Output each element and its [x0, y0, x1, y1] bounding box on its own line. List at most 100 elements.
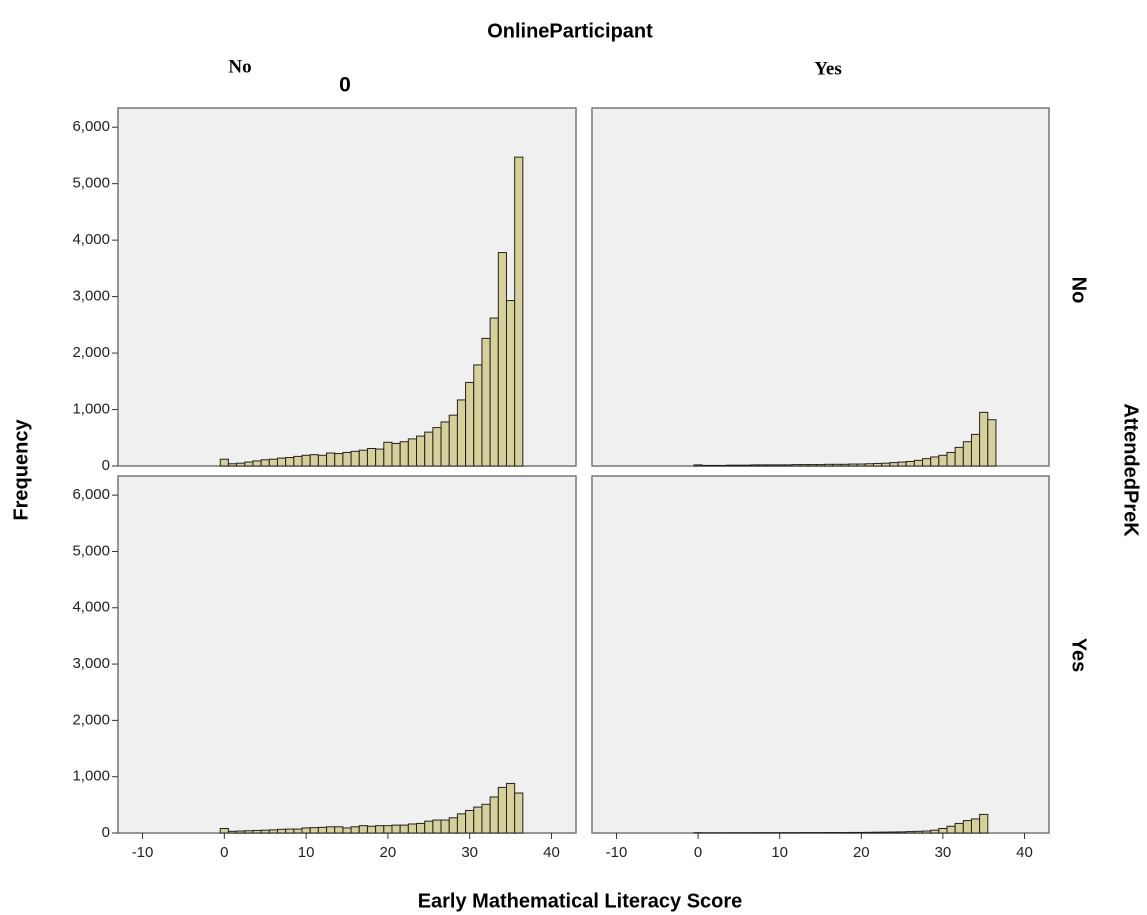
bar — [407, 823, 418, 834]
bar — [219, 458, 229, 467]
bar — [889, 831, 899, 834]
bar — [293, 828, 303, 834]
bar — [742, 464, 752, 467]
bar — [219, 827, 229, 834]
bar — [701, 464, 711, 467]
x-tick-label: 10 — [771, 844, 788, 861]
bar — [293, 455, 303, 467]
bar — [497, 786, 507, 834]
row-label: No — [1068, 277, 1090, 304]
bar — [317, 454, 328, 467]
bar — [317, 826, 328, 834]
bar — [709, 464, 719, 467]
bar — [366, 447, 377, 467]
bar — [954, 822, 964, 834]
bar — [922, 458, 932, 467]
bar — [350, 826, 360, 834]
bar — [734, 464, 744, 467]
y-tick-label: 4,000 — [72, 599, 110, 616]
bar — [407, 438, 418, 467]
bar — [334, 453, 344, 467]
x-tick-label: 40 — [543, 844, 560, 861]
bar — [252, 460, 262, 467]
y-tick-label: 3,000 — [72, 655, 110, 672]
y-tick-label: 0 — [102, 824, 110, 841]
bar — [913, 459, 924, 467]
bar — [301, 827, 311, 834]
bar — [465, 381, 475, 467]
bar — [391, 442, 401, 467]
bar — [897, 831, 907, 834]
bar — [938, 454, 948, 467]
bar — [358, 825, 368, 834]
bar — [938, 827, 948, 834]
y-tick-label: 5,000 — [72, 542, 110, 559]
bar — [954, 446, 964, 467]
bar — [962, 820, 972, 834]
bar — [424, 820, 434, 834]
bar — [244, 461, 254, 467]
bar — [236, 830, 246, 834]
y-tick-label: 1,000 — [72, 768, 110, 785]
bar — [864, 831, 875, 834]
bar — [440, 421, 450, 467]
column-label: Yes — [814, 58, 841, 79]
bar — [840, 831, 850, 834]
column-value: 0 — [339, 74, 351, 97]
bar — [987, 419, 997, 467]
y-tick-label: 1,000 — [72, 401, 110, 418]
bar — [930, 829, 940, 834]
bar — [783, 464, 793, 467]
bar — [399, 441, 409, 467]
y-tick-label: 6,000 — [72, 118, 110, 135]
bar — [358, 449, 368, 467]
bar — [497, 252, 507, 467]
bar — [481, 337, 491, 467]
bar — [881, 462, 891, 467]
bar — [350, 450, 360, 467]
x-tick-label: 20 — [853, 844, 870, 861]
bar — [383, 825, 393, 834]
y-tick-label: 5,000 — [72, 175, 110, 192]
bar — [432, 427, 442, 467]
bar — [848, 463, 858, 467]
bar — [905, 831, 915, 834]
bar — [514, 156, 524, 467]
bar — [334, 826, 344, 834]
bar — [375, 448, 385, 467]
bar — [326, 452, 336, 467]
bar — [260, 459, 270, 467]
bar — [268, 458, 278, 467]
bar — [465, 809, 475, 834]
bar — [432, 819, 442, 834]
bar — [946, 451, 956, 467]
bar — [775, 464, 785, 467]
bar — [489, 317, 499, 467]
bar — [309, 454, 319, 467]
bar — [416, 435, 426, 467]
bar — [913, 830, 924, 834]
x-tick-label: 30 — [935, 844, 952, 861]
bar — [505, 300, 516, 467]
bar — [448, 817, 458, 834]
bar — [848, 831, 858, 834]
bar — [473, 364, 483, 467]
y-tick-label: 2,000 — [72, 711, 110, 728]
x-tick-label: -10 — [132, 844, 154, 861]
bar — [856, 831, 866, 834]
bar — [276, 828, 287, 834]
bar — [440, 819, 450, 834]
bar — [856, 463, 866, 467]
bar — [946, 825, 956, 834]
bar — [514, 792, 524, 834]
bar — [791, 464, 801, 467]
row-label: Yes — [1068, 638, 1090, 672]
bar — [260, 829, 270, 834]
bar — [456, 813, 467, 834]
x-tick-label: 0 — [220, 844, 228, 861]
bar — [693, 464, 703, 467]
bar — [824, 463, 834, 467]
bar — [970, 818, 981, 834]
bar — [489, 796, 499, 834]
x-tick-label: 20 — [380, 844, 397, 861]
